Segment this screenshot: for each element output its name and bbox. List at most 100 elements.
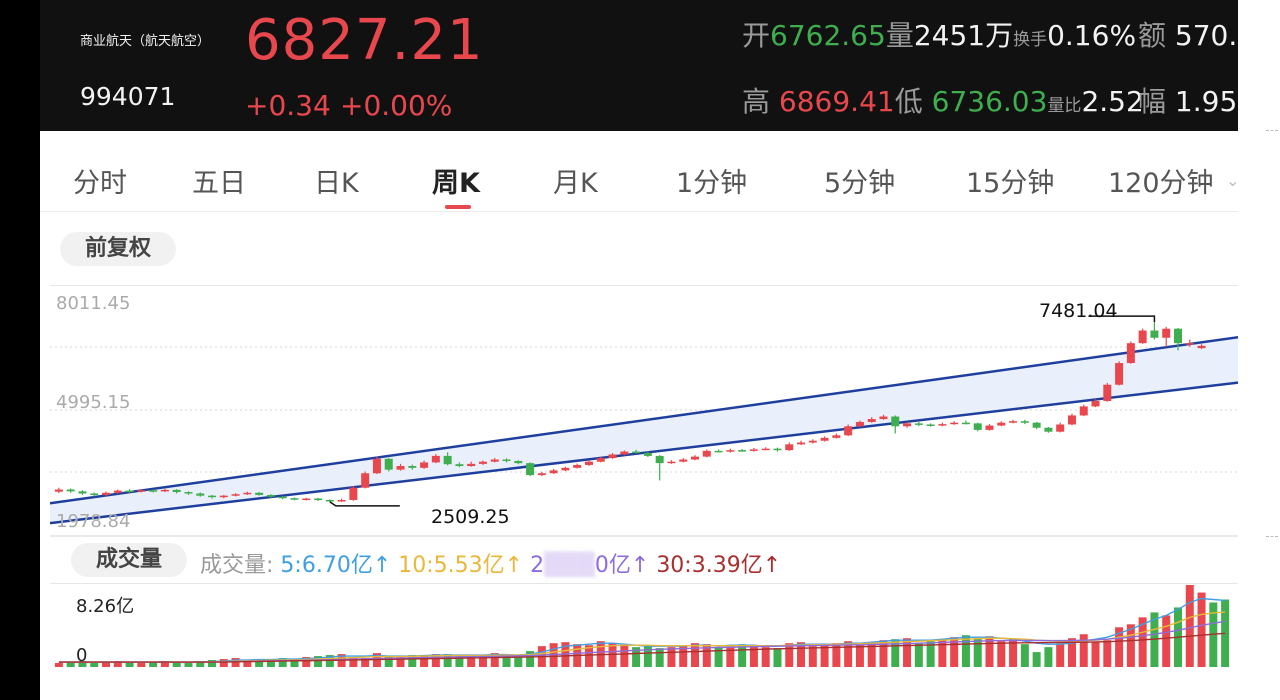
candle-body [349, 487, 358, 500]
volume-chart[interactable] [50, 583, 1238, 669]
candle [396, 463, 405, 471]
tab-daily-k[interactable]: 日K [314, 168, 359, 199]
candle [490, 458, 499, 463]
candle [149, 489, 158, 493]
candle-body [691, 456, 700, 460]
candle [950, 421, 959, 425]
volume-bar [255, 661, 264, 667]
candle-body [985, 425, 994, 430]
candlestick-chart[interactable] [50, 285, 1238, 537]
candle [526, 462, 535, 477]
candle [266, 494, 275, 498]
tab-intraday[interactable]: 分时 [73, 168, 127, 199]
candle-body [184, 492, 193, 494]
candle-body [290, 498, 299, 500]
ma20-value: 2 [530, 553, 545, 578]
volume-bar [985, 636, 994, 667]
candle-body [938, 424, 947, 426]
volume-bar [314, 656, 323, 667]
edge-dash [1266, 536, 1278, 537]
candle [891, 415, 900, 434]
candle-body [561, 467, 570, 471]
volume-bars [54, 585, 1230, 667]
candle [961, 420, 970, 425]
chevron-down-icon[interactable]: ⌄ [1226, 171, 1238, 190]
candle [431, 454, 440, 464]
candle-body [102, 492, 111, 495]
candle [113, 489, 122, 494]
tab-monthly-k[interactable]: 月K [553, 168, 598, 199]
tab-1min[interactable]: 1分钟 [676, 168, 748, 199]
candle-body [761, 448, 770, 451]
tab-5min[interactable]: 5分钟 [824, 168, 896, 199]
ma30-value: 30:3.39亿 [656, 553, 763, 578]
candle [361, 471, 370, 489]
volume-bar [1056, 643, 1065, 667]
volume-bar [961, 635, 970, 667]
low-annotation-line [329, 501, 400, 507]
candle [502, 458, 511, 463]
candle-body [408, 466, 417, 468]
edge-dash [1266, 130, 1278, 131]
candle [408, 464, 417, 470]
volume-bar [1079, 634, 1088, 667]
volume-bar [608, 643, 617, 667]
volume-bar [691, 643, 700, 667]
volume-button[interactable]: 成交量 [71, 543, 187, 577]
candle-body [1150, 330, 1159, 338]
candle [738, 449, 747, 452]
tab-120min[interactable]: 120分钟 [1108, 168, 1214, 199]
candle-body [1173, 328, 1182, 344]
volume-bar [926, 641, 935, 667]
ma10-value: 10:5.53亿 [398, 553, 505, 578]
candle-body [879, 416, 888, 420]
candle-body [137, 490, 146, 492]
candle [372, 456, 381, 474]
volume-bar [219, 659, 228, 667]
active-tab-indicator [445, 205, 471, 209]
tab-five-day[interactable]: 五日 [192, 168, 246, 199]
adjust-button[interactable]: 前复权 [60, 232, 176, 266]
tab-weekly-k[interactable]: 周K [432, 168, 480, 199]
high-annotation: 7481.04 [1039, 300, 1118, 322]
candle [667, 460, 676, 464]
candle [1185, 339, 1194, 347]
ma20-value-rest: 0亿 [594, 553, 631, 578]
candle [219, 494, 228, 499]
amplitude-stat: 幅 1.95% [1138, 80, 1238, 120]
y-tick-top: 8011.45 [56, 293, 131, 314]
quote-header: 商业航天（航天航空） 994071 6827.21 +0.34 +0.00% 开… [40, 0, 1238, 131]
volume-bar [266, 659, 275, 667]
volume-bar [149, 662, 158, 667]
high-annotation-line [1088, 315, 1156, 323]
candle-body [1138, 330, 1147, 344]
candle-body [490, 459, 499, 462]
candle [314, 497, 323, 502]
candle [797, 440, 806, 446]
candle [1067, 413, 1076, 426]
candle-body [584, 461, 593, 465]
volume-bar [102, 662, 111, 667]
candle-body [820, 437, 829, 441]
volume-bar [702, 644, 711, 667]
candle [1044, 427, 1053, 433]
candle [290, 497, 299, 501]
candle [172, 489, 181, 494]
candle [867, 417, 876, 423]
volume-bar [938, 639, 947, 667]
turnover-value: 0.16% [1047, 19, 1137, 52]
tab-15min[interactable]: 15分钟 [966, 168, 1055, 199]
candle-body [1185, 343, 1194, 345]
chart-gridlines [50, 285, 1238, 537]
candle [325, 499, 334, 502]
volume-bar [1138, 617, 1147, 667]
candle-body [832, 435, 841, 438]
volume-legend: 成交量: 5:6.70亿↑ 10:5.53亿↑ 2▒▒▒0亿↑ 30:3.39亿… [200, 547, 781, 579]
candle-body [1103, 384, 1112, 401]
candle-body [808, 440, 817, 443]
volume-bar [361, 658, 370, 667]
candle [90, 492, 99, 497]
candle [938, 422, 947, 427]
ma5-arrow-icon: ↑ [372, 553, 392, 578]
candle-body [891, 416, 900, 427]
